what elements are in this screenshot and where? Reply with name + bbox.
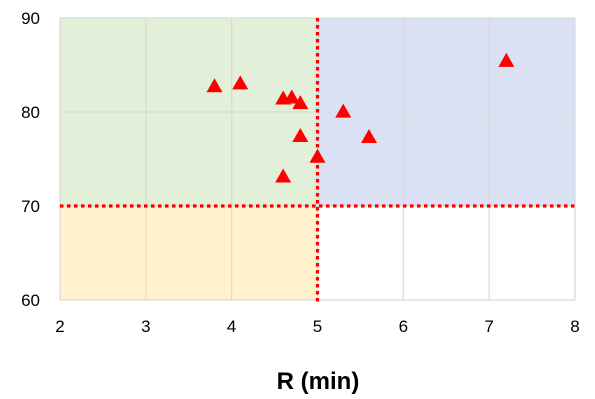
- x-tick-label: 4: [227, 317, 236, 336]
- x-tick-label: 8: [570, 317, 579, 336]
- region-2: [60, 206, 318, 300]
- x-tick-label: 7: [484, 317, 493, 336]
- x-tick-label: 6: [399, 317, 408, 336]
- x-axis-title: R (min): [277, 368, 360, 395]
- x-tick-label: 2: [55, 317, 64, 336]
- y-tick-label: 90: [21, 9, 40, 28]
- region-3: [318, 206, 576, 300]
- x-tick-label: 3: [141, 317, 150, 336]
- y-tick-label: 60: [21, 291, 40, 310]
- x-tick-label: 5: [313, 317, 322, 336]
- y-tick-label: 70: [21, 197, 40, 216]
- y-tick-label: 80: [21, 103, 40, 122]
